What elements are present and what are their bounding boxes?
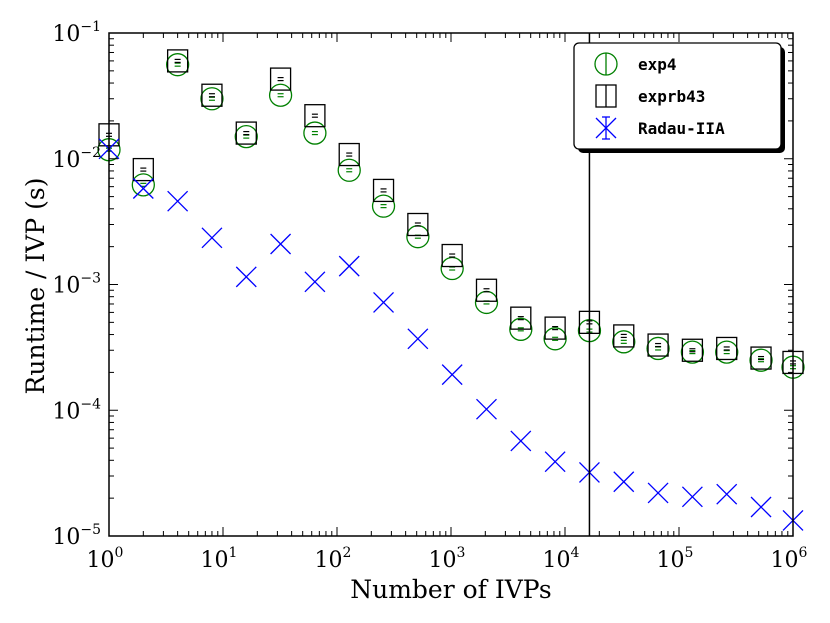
- data-point: [441, 243, 463, 268]
- data-point: [647, 482, 669, 504]
- legend-label: Radau-IIA: [638, 119, 725, 138]
- data-point: [441, 364, 463, 386]
- legend-box: [573, 42, 782, 150]
- data-point: [132, 157, 154, 182]
- data-point: [475, 278, 498, 302]
- data-point: [270, 233, 292, 255]
- data-point: [476, 398, 497, 420]
- x-tick-label: 102: [315, 545, 352, 573]
- data-point: [749, 348, 773, 372]
- data-point: [373, 291, 394, 313]
- data-point: [338, 142, 360, 167]
- data-point: [510, 430, 532, 452]
- data-point: [407, 328, 429, 350]
- data-point: [510, 306, 532, 330]
- x-tick-label: 106: [771, 545, 808, 573]
- x-tick-label: 104: [543, 545, 580, 573]
- axis-ticks: 100 101 102 103 104 105 106 10−5 10−4 10−3 10−2 10−…: [52, 19, 807, 573]
- x-axis-label: Number of IVPs: [350, 575, 552, 604]
- data-point: [200, 87, 224, 111]
- data-point: [750, 346, 772, 370]
- data-point: [268, 83, 293, 107]
- y-tick-label: 10−4: [52, 396, 101, 424]
- data-point: [303, 121, 327, 145]
- legend-item: exp4: [594, 52, 677, 76]
- data-point: [613, 324, 635, 348]
- legend: exp4 exprb43 Radau-IIA: [573, 42, 785, 153]
- data-point: [647, 333, 669, 357]
- data-point: [543, 327, 567, 351]
- legend-item: exprb43: [595, 84, 705, 108]
- x-tick-label: 105: [657, 545, 694, 573]
- series-exp4: [97, 53, 805, 379]
- y-axis-label: Runtime / IVP (s): [21, 178, 50, 395]
- data-point: [132, 178, 154, 199]
- data-point: [201, 83, 223, 107]
- series-radau-iia: [98, 138, 804, 531]
- data-point: [440, 256, 464, 281]
- data-point: [167, 190, 189, 212]
- x-tick-label: 103: [429, 545, 466, 573]
- data-point: [509, 317, 533, 341]
- legend-label: exp4: [638, 55, 677, 74]
- data-point: [406, 225, 430, 249]
- x-tick-label: 101: [201, 545, 238, 573]
- data-point: [304, 104, 326, 128]
- data-point: [612, 330, 636, 354]
- data-point: [165, 53, 190, 77]
- data-point: [544, 451, 566, 473]
- x-tick-label: 100: [87, 545, 124, 573]
- data-point: [201, 227, 223, 249]
- data-point: [544, 316, 566, 340]
- data-point: [407, 212, 429, 237]
- data-point: [750, 496, 772, 518]
- data-point: [166, 49, 189, 73]
- data-point: [613, 471, 635, 493]
- data-point: [371, 194, 396, 218]
- data-point: [131, 173, 155, 197]
- y-tick-label: 10−2: [52, 145, 101, 173]
- data-point: [338, 255, 360, 277]
- data-point: [372, 178, 395, 203]
- data-point: [269, 67, 292, 91]
- legend-item: Radau-IIA: [595, 116, 725, 140]
- data-point: [474, 290, 499, 315]
- y-tick-label: 10−5: [52, 522, 101, 550]
- data-point: [235, 266, 257, 288]
- data-point: [680, 340, 705, 364]
- y-tick-label: 10−3: [52, 271, 101, 299]
- data-point: [337, 158, 361, 182]
- data-point: [234, 124, 258, 149]
- data-point: [646, 336, 670, 361]
- data-point: [235, 121, 257, 145]
- data-point: [304, 271, 326, 293]
- y-tick-label: 10−1: [52, 19, 101, 47]
- data-point: [716, 483, 738, 505]
- data-point: [681, 486, 703, 508]
- data-point: [681, 338, 704, 362]
- data-point: [715, 340, 739, 364]
- data-point: [716, 336, 738, 361]
- legend-label: exprb43: [638, 87, 705, 106]
